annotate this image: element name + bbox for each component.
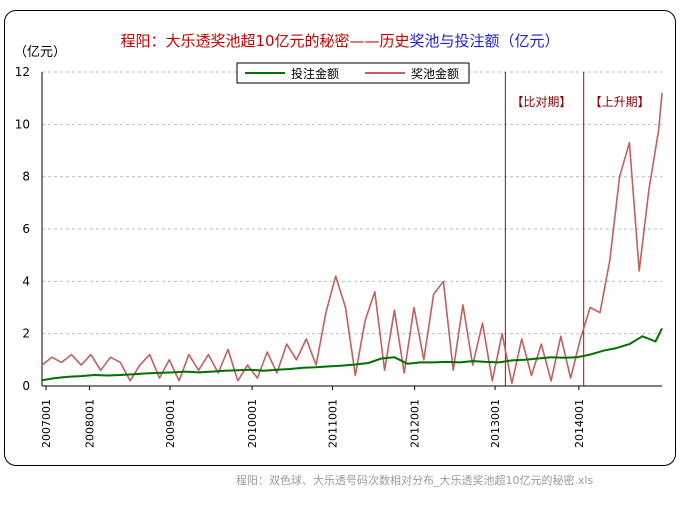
x-tick-label: 2013001 (489, 399, 502, 448)
x-tick-label: 2007001 (40, 399, 53, 448)
x-tick-labels: 2007001 2008001 2009001 2010001 2011001 20120… (40, 399, 586, 448)
series-lines (41, 92, 663, 385)
series-line-bet-amount (41, 327, 663, 382)
legend-label: 投注金额 (291, 66, 339, 81)
chart-title-part-blue: 奖池与投注额（亿元） (410, 32, 560, 50)
y-tick-labels: 0 2 4 6 8 10 12 (15, 65, 30, 393)
legend-box (236, 62, 470, 84)
y-tick-label: 0 (22, 379, 30, 393)
x-tick-label: 2008001 (84, 399, 97, 448)
axes (41, 72, 662, 390)
footer-source-note: 程阳：双色球、大乐透号码次数相对分布_大乐透奖池超10亿元的秘密.xls (236, 474, 594, 487)
y-tick-label: 4 (22, 274, 30, 288)
y-tick-label: 6 (22, 222, 30, 236)
annotation-label: 【比对期】 (511, 95, 571, 109)
x-tick-label: 2012001 (409, 399, 422, 448)
period-annotations: 【比对期】 【上升期】 (504, 72, 650, 386)
y-tick-label: 12 (15, 65, 30, 79)
x-tick-label: 2010001 (246, 399, 259, 448)
x-tick-label: 2011001 (327, 399, 340, 448)
annotation-label: 【上升期】 (590, 95, 650, 109)
chart-title: 程阳：大乐透奖池超10亿元的秘密——历史奖池与投注额（亿元） (120, 32, 559, 50)
series-line-jackpot (41, 92, 663, 385)
gridlines (42, 71, 662, 335)
x-tick-label: 2009001 (164, 399, 177, 448)
legend-label: 奖池金额 (411, 66, 459, 81)
y-tick-label: 8 (22, 170, 30, 184)
y-tick-label: 2 (22, 327, 30, 341)
y-tick-label: 10 (15, 117, 30, 131)
chart-frame (4, 10, 676, 466)
legend: 投注金额 奖池金额 (236, 62, 470, 84)
y-axis-label: （亿元） (14, 45, 66, 60)
x-tick-label: 2014001 (573, 399, 586, 448)
chart-title-part-red: 程阳：大乐透奖池超10亿元的秘密——历史 (120, 32, 409, 50)
